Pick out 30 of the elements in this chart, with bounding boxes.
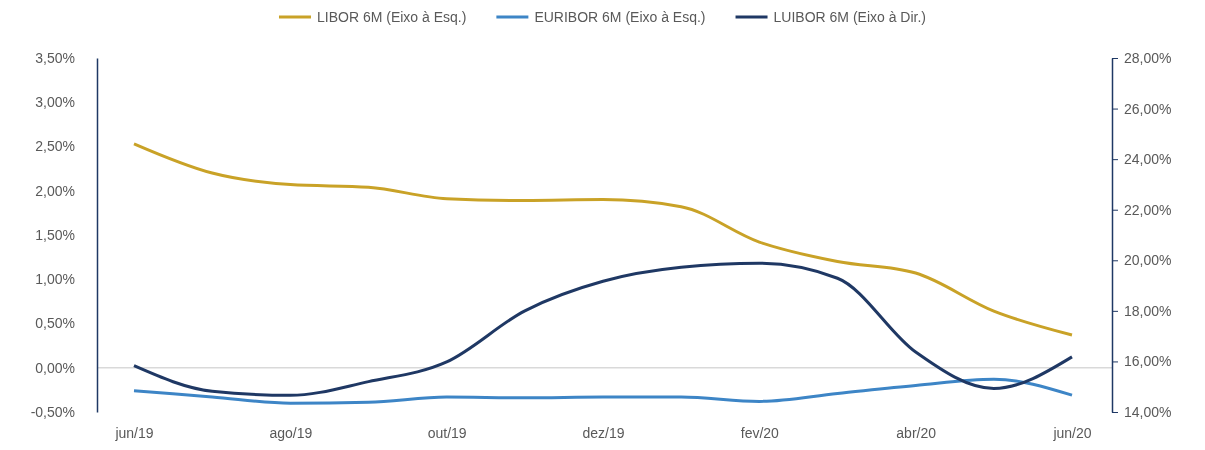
y-tick-label: 1,00% [35, 271, 75, 288]
y2-tick-label: 26,00% [1124, 100, 1172, 117]
y-tick-label: 3,50% [35, 49, 75, 66]
legend-label: EURIBOR 6M (Eixo à Esq.) [534, 9, 706, 25]
y2-tick-label: 18,00% [1124, 302, 1172, 319]
y-tick-label: 2,50% [35, 138, 75, 155]
y-tick-label: 1,50% [35, 226, 75, 243]
y-tick-label: 2,00% [35, 182, 75, 199]
line-series [132, 261, 1074, 397]
x-tick-label: out/19 [427, 424, 467, 441]
y2-tick-label: 20,00% [1124, 252, 1172, 269]
y2-tick-label: 16,00% [1124, 353, 1172, 370]
x-tick-label: jun/19 [114, 424, 154, 441]
x-tick-label: abr/20 [896, 424, 937, 441]
y-tick-label: 0,00% [35, 359, 75, 376]
y-tick-label: -0,50% [30, 403, 75, 420]
y2-tick-label: 14,00% [1124, 403, 1172, 420]
legend-label: LIBOR 6M (Eixo à Esq.) [316, 9, 467, 25]
y2-tick-label: 28,00% [1124, 49, 1172, 66]
y-tick-label: 0,50% [35, 315, 75, 332]
x-tick-label: dez/19 [582, 424, 625, 441]
x-tick-label: jun/20 [1052, 424, 1092, 441]
y2-tick-label: 22,00% [1124, 201, 1172, 218]
line-series [132, 377, 1074, 405]
y2-tick-label: 24,00% [1124, 151, 1172, 168]
y-tick-label: 3,00% [35, 94, 75, 111]
line-series [132, 142, 1074, 337]
legend-label: LUIBOR 6M (Eixo à Dir.) [773, 9, 927, 25]
x-tick-label: fev/20 [740, 424, 780, 441]
x-tick-label: ago/19 [269, 424, 313, 441]
